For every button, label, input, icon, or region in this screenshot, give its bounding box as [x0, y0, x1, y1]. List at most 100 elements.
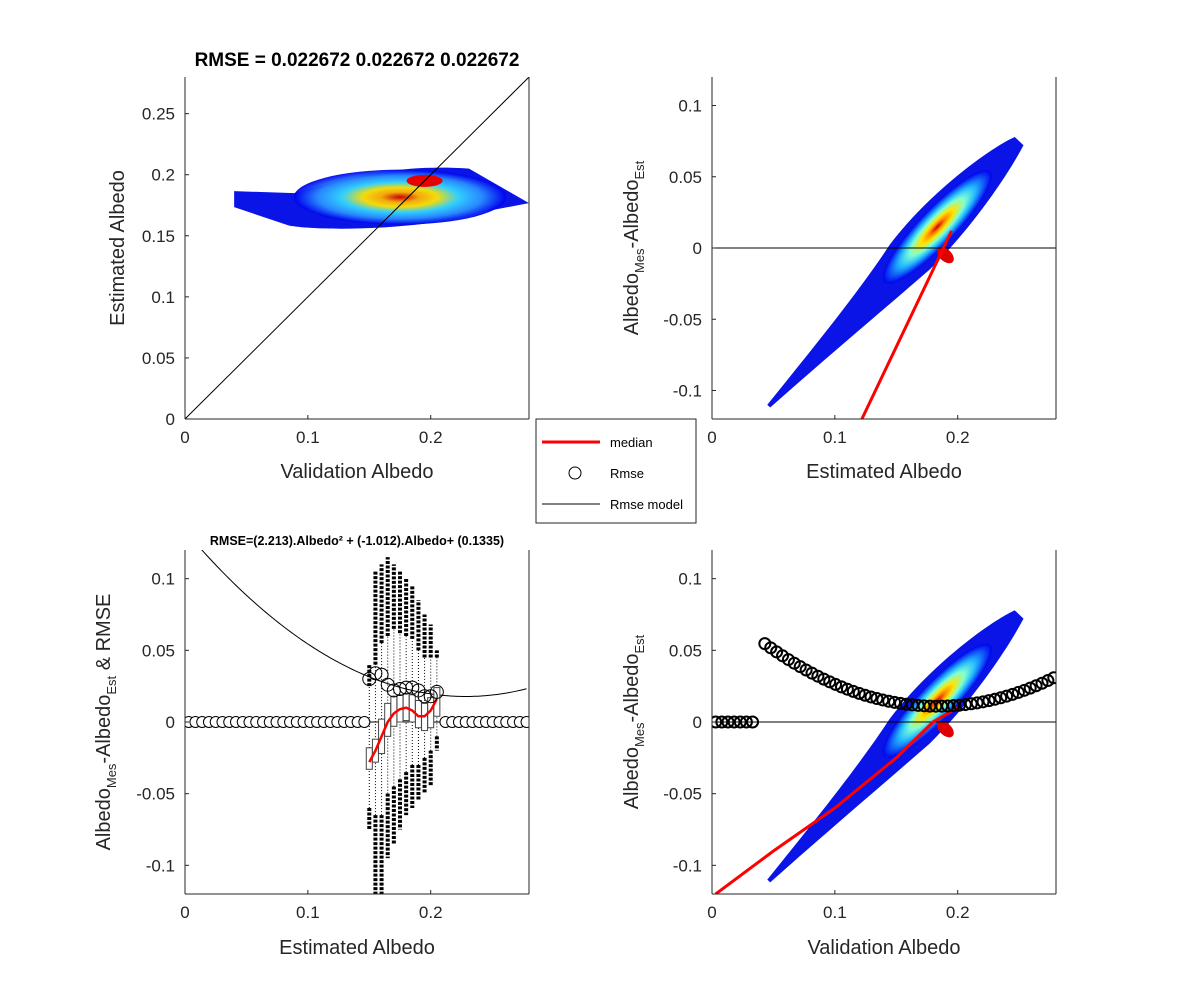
y-tick-label: -0.05	[136, 785, 175, 804]
rmse-marker	[1047, 671, 1056, 685]
x-tick-label: 0.1	[823, 428, 847, 447]
rmse-marker	[994, 691, 1008, 705]
rmse-zero-marker	[733, 715, 747, 729]
rmse-zero-marker	[520, 716, 529, 728]
rmse-marker	[958, 698, 972, 712]
rmse-marker	[829, 677, 843, 691]
rmse-marker	[1000, 689, 1014, 703]
y-tick-label: -0.1	[673, 856, 702, 875]
tick-labels: 0 0.1 0.2 -0.1 -0.05 0 0.05 0.1	[663, 570, 969, 922]
rmse-marker	[1035, 676, 1049, 690]
tick-labels: 0 0.1 0.2 -0.1 -0.05 0 0.05 0.1	[663, 97, 969, 448]
density-peak	[937, 721, 954, 738]
rmse-marker	[368, 666, 383, 681]
rmse-marker	[840, 682, 854, 696]
rmse-marker	[823, 675, 837, 689]
y-tick-label: 0.15	[142, 227, 175, 246]
rmse-marker	[882, 694, 896, 708]
x-tick-label: 0.1	[296, 428, 320, 447]
x-axis-label: Validation Albedo	[280, 461, 433, 483]
x-tick-label: 0	[180, 428, 189, 447]
x-axis-label: Validation Albedo	[807, 937, 960, 959]
density-blob	[767, 136, 1024, 408]
x-tick-label: 0	[180, 903, 189, 922]
y-axis-label: Estimated Albedo	[107, 170, 129, 326]
rmse-marker	[817, 672, 831, 686]
legend-rmse-model-label: Rmse model	[610, 497, 683, 512]
y-axis-label: AlbedoMes-AlbedoEst	[621, 160, 647, 335]
panel-top-left: RMSE = 0.022672 0.022672 0.022672 0 0.1 0.…	[107, 50, 530, 483]
plot-area	[185, 77, 529, 419]
y-axis-label: AlbedoMes-AlbedoEst	[621, 634, 647, 809]
rmse-model-curve	[201, 550, 527, 697]
plot-area	[185, 550, 529, 894]
rmse-marker	[429, 684, 444, 699]
rmse-marker	[876, 693, 890, 707]
rmse-zero-marker	[746, 715, 760, 729]
rmse-marker	[852, 686, 866, 700]
rmse-marker	[417, 689, 432, 704]
rmse-marker	[964, 697, 978, 711]
rmse-zero-marker	[712, 715, 723, 729]
x-tick-label: 0.2	[946, 428, 970, 447]
one-to-one-line	[185, 77, 529, 419]
rmse-marker	[1017, 683, 1031, 697]
y-tick-label: 0.05	[142, 349, 175, 368]
plot-area	[712, 610, 1056, 894]
rmse-marker	[870, 692, 884, 706]
x-tick-label: 0.1	[296, 903, 320, 922]
rmse-marker	[858, 688, 872, 702]
rmse-marker	[888, 695, 902, 709]
legend-box	[535, 418, 697, 524]
y-tick-label: 0.05	[142, 641, 175, 660]
legend-median-label: median	[610, 435, 653, 450]
tick-labels: 0 0.1 0.2 -0.1 -0.05 0 0.05 0.1	[136, 570, 442, 922]
x-axis-label: Estimated Albedo	[806, 461, 962, 483]
rmse-zero-marker	[721, 715, 735, 729]
median-line	[714, 706, 959, 894]
density-core	[882, 170, 992, 284]
rmse-zero-marker	[739, 715, 753, 729]
rmse-marker	[1006, 687, 1020, 701]
y-tick-label: 0	[166, 713, 175, 732]
y-axis-label: AlbedoMes-AlbedoEst & RMSE	[93, 594, 119, 851]
chart-title: RMSE = 0.022672 0.022672 0.022672	[195, 50, 520, 71]
tick-labels: 0 0.1 0.2 0 0.05 0.1 0.15 0.2 0.25	[142, 105, 443, 447]
rmse-marker	[846, 684, 860, 698]
rmse-marker	[405, 680, 420, 695]
y-tick-label: 0	[693, 239, 702, 258]
rmse-marker	[1029, 679, 1043, 693]
x-tick-label: 0.1	[823, 903, 847, 922]
rmse-zero-marker	[715, 715, 729, 729]
x-tick-label: 0	[707, 903, 716, 922]
y-tick-label: -0.1	[673, 382, 702, 401]
rmse-marker	[970, 696, 984, 710]
x-tick-label: 0	[707, 428, 716, 447]
y-tick-label: -0.1	[146, 856, 175, 875]
rmse-zero-marker	[727, 715, 741, 729]
y-tick-label: 0.1	[151, 288, 175, 307]
rmse-marker	[374, 667, 389, 682]
y-tick-label: -0.05	[663, 310, 702, 329]
panel-top-right: 0 0.1 0.2 -0.1 -0.05 0 0.05 0.1 Estimated Albed…	[621, 77, 1057, 483]
rmse-marker	[1023, 681, 1037, 695]
y-tick-label: 0.1	[678, 570, 702, 589]
density-core	[293, 169, 507, 225]
y-tick-label: 0.25	[142, 105, 175, 124]
x-tick-label: 0.2	[419, 903, 443, 922]
median-line	[860, 230, 953, 419]
rmse-formula-title: RMSE=(2.213).Albedo² + (-1.012).Albedo+ …	[210, 534, 504, 548]
y-tick-label: -0.05	[663, 785, 702, 804]
y-tick-label: 0.2	[151, 166, 175, 185]
rmse-marker	[976, 695, 990, 709]
panel-bottom-left: RMSE=(2.213).Albedo² + (-1.012).Albedo+ …	[93, 534, 530, 959]
x-tick-label: 0.2	[419, 428, 443, 447]
rmse-marker	[864, 690, 878, 704]
y-tick-label: 0.05	[669, 168, 702, 187]
y-tick-label: 0	[166, 410, 175, 429]
median-curve	[368, 698, 438, 763]
legend-rmse-marker	[568, 466, 582, 480]
legend: median Rmse Rmse model	[535, 418, 697, 524]
plot-area	[712, 136, 1056, 419]
